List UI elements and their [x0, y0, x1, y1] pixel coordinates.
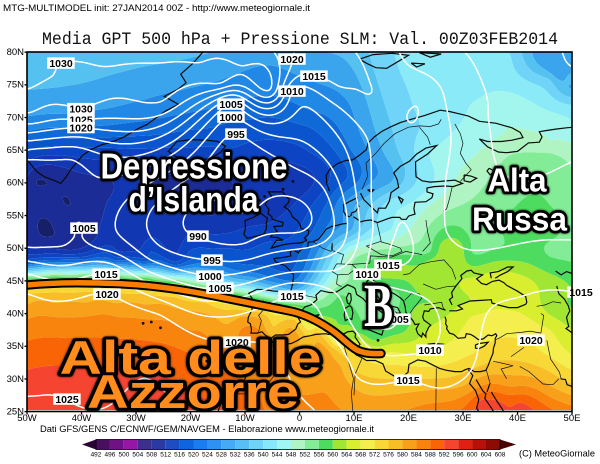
- svg-text:1000: 1000: [219, 112, 243, 124]
- svg-text:520: 520: [188, 452, 199, 459]
- svg-text:Alta: Alta: [488, 162, 548, 199]
- svg-text:1025: 1025: [55, 394, 79, 406]
- svg-text:592: 592: [439, 452, 450, 459]
- svg-text:Alta delle: Alta delle: [60, 331, 322, 384]
- svg-text:1020: 1020: [225, 337, 249, 349]
- svg-text:1030: 1030: [69, 103, 93, 115]
- svg-text:30N: 30N: [7, 374, 25, 385]
- svg-text:35N: 35N: [7, 341, 25, 352]
- svg-text:604: 604: [481, 452, 492, 459]
- svg-text:25N: 25N: [7, 407, 25, 418]
- svg-text:588: 588: [425, 452, 436, 459]
- svg-text:d’Islanda: d’Islanda: [129, 181, 259, 220]
- svg-text:1030: 1030: [49, 58, 73, 70]
- svg-text:1015: 1015: [280, 291, 304, 303]
- svg-text:20E: 20E: [400, 413, 417, 424]
- svg-text:584: 584: [411, 452, 422, 459]
- svg-text:496: 496: [104, 452, 115, 459]
- svg-text:580: 580: [397, 452, 408, 459]
- svg-text:75N: 75N: [7, 80, 25, 91]
- svg-text:1000: 1000: [198, 271, 222, 283]
- svg-text:1015: 1015: [569, 287, 593, 299]
- svg-text:10E: 10E: [346, 413, 363, 424]
- svg-text:564: 564: [341, 452, 352, 459]
- svg-text:Russa: Russa: [472, 200, 568, 237]
- svg-text:40N: 40N: [7, 308, 25, 319]
- svg-text:10W: 10W: [235, 413, 255, 424]
- svg-text:995: 995: [203, 255, 221, 267]
- svg-text:556: 556: [313, 452, 324, 459]
- svg-text:30E: 30E: [455, 413, 472, 424]
- svg-text:990: 990: [189, 231, 207, 243]
- svg-text:1020: 1020: [519, 335, 543, 347]
- svg-text:1005: 1005: [385, 314, 409, 326]
- svg-text:512: 512: [160, 452, 171, 459]
- svg-text:536: 536: [244, 452, 255, 459]
- svg-text:1010: 1010: [418, 345, 442, 357]
- svg-text:576: 576: [383, 452, 394, 459]
- svg-text:45N: 45N: [7, 276, 25, 287]
- svg-text:1005: 1005: [208, 283, 232, 295]
- svg-text:1015: 1015: [396, 375, 420, 387]
- svg-text:1005: 1005: [72, 223, 96, 235]
- svg-text:50N: 50N: [7, 243, 25, 254]
- svg-text:1020: 1020: [95, 289, 119, 301]
- svg-text:55N: 55N: [7, 210, 25, 221]
- svg-text:600: 600: [467, 452, 478, 459]
- svg-text:524: 524: [202, 452, 213, 459]
- svg-text:50E: 50E: [564, 413, 581, 424]
- svg-text:544: 544: [272, 452, 283, 459]
- svg-text:60N: 60N: [7, 178, 25, 189]
- svg-text:1005: 1005: [219, 99, 243, 111]
- svg-text:MTG-MULTIMODEL init: 27JAN2014: MTG-MULTIMODEL init: 27JAN2014 00Z - htt…: [3, 3, 311, 13]
- svg-text:540: 540: [258, 452, 269, 459]
- svg-text:1010: 1010: [280, 86, 304, 98]
- svg-text:0: 0: [297, 413, 302, 424]
- svg-text:30W: 30W: [126, 413, 146, 424]
- svg-text:508: 508: [146, 452, 157, 459]
- svg-text:Azzorre: Azzorre: [87, 365, 299, 418]
- svg-text:492: 492: [91, 452, 102, 459]
- svg-text:532: 532: [230, 452, 241, 459]
- svg-text:20W: 20W: [181, 413, 201, 424]
- svg-text:500: 500: [118, 452, 129, 459]
- svg-text:1020: 1020: [69, 122, 93, 134]
- svg-text:Media GPT 500 hPa + Pressione: Media GPT 500 hPa + Pressione SLM: Val. …: [42, 31, 558, 50]
- svg-text:1015: 1015: [94, 269, 118, 281]
- svg-text:65N: 65N: [7, 145, 25, 156]
- svg-text:1015: 1015: [302, 71, 326, 83]
- svg-text:560: 560: [327, 452, 338, 459]
- svg-text:596: 596: [453, 452, 464, 459]
- svg-text:552: 552: [299, 452, 310, 459]
- svg-text:572: 572: [369, 452, 380, 459]
- svg-text:608: 608: [495, 452, 506, 459]
- svg-text:516: 516: [174, 452, 185, 459]
- svg-text:40E: 40E: [509, 413, 526, 424]
- svg-text:40W: 40W: [72, 413, 92, 424]
- svg-text:995: 995: [227, 129, 245, 141]
- svg-text:568: 568: [355, 452, 366, 459]
- svg-text:Depressione: Depressione: [101, 146, 288, 187]
- svg-text:B: B: [364, 273, 393, 340]
- svg-text:1020: 1020: [280, 54, 304, 66]
- svg-text:548: 548: [286, 452, 297, 459]
- svg-text:(C) MeteoGiornale: (C) MeteoGiornale: [519, 449, 595, 460]
- svg-text:1015: 1015: [376, 260, 400, 272]
- svg-text:50W: 50W: [17, 413, 37, 424]
- svg-text:80N: 80N: [7, 47, 25, 58]
- svg-text:Dati GFS/GENS C/ECNWF/GEM/NAVG: Dati GFS/GENS C/ECNWF/GEM/NAVGEM - Elabo…: [40, 424, 375, 434]
- svg-text:528: 528: [216, 452, 227, 459]
- svg-text:1010: 1010: [355, 269, 379, 281]
- svg-text:504: 504: [132, 452, 143, 459]
- svg-text:70N: 70N: [7, 112, 25, 123]
